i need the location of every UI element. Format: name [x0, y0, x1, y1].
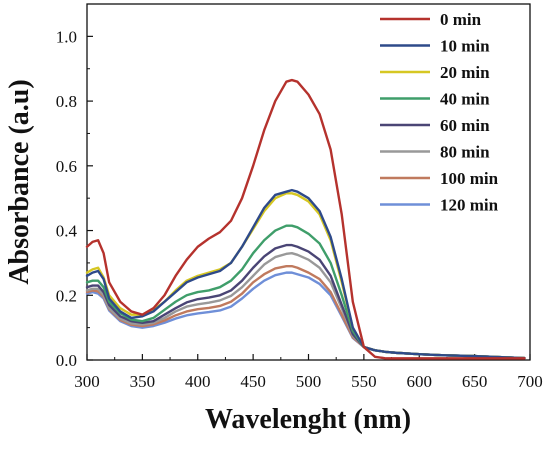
- series-line-10-min: [85, 188, 526, 360]
- x-tick-label: 500: [296, 372, 322, 391]
- x-tick-label: 350: [130, 372, 156, 391]
- legend-label: 40 min: [440, 90, 490, 109]
- legend-label: 60 min: [440, 116, 490, 135]
- series-line-60-min: [85, 243, 526, 360]
- x-axis-title: Wavelenght (nm): [205, 404, 411, 435]
- x-tick-label: 550: [351, 372, 377, 391]
- x-tick-label: 400: [185, 372, 211, 391]
- y-tick-label: 0.2: [56, 286, 77, 305]
- y-tick-label: 0.8: [56, 92, 77, 111]
- x-tick-label: 700: [517, 372, 543, 391]
- series-line-120-min: [85, 271, 526, 360]
- legend-label: 20 min: [440, 63, 490, 82]
- x-tick-label: 450: [240, 372, 266, 391]
- legend-label: 0 min: [440, 10, 482, 29]
- y-tick-label: 0.4: [56, 222, 78, 241]
- series-line-0-min: [85, 78, 526, 360]
- series-lines: [85, 78, 526, 360]
- series-line-80-min: [85, 252, 526, 360]
- x-tick-label: 600: [407, 372, 433, 391]
- x-tick-label: 650: [462, 372, 488, 391]
- y-axis-title: Absorbance (a.u): [4, 79, 35, 284]
- axis-ticks: 300 350 400 450 500 550 600 650 700 0.0 0.2 0.4 0.6 0…: [56, 3, 543, 391]
- legend-label: 100 min: [440, 169, 499, 188]
- legend-label: 80 min: [440, 143, 490, 162]
- series-line-40-min: [85, 224, 526, 360]
- legend-label: 10 min: [440, 37, 490, 56]
- legend: 0 min 10 min 20 min 40 min 60 min 80 min 100 m…: [380, 10, 499, 215]
- y-tick-label: 0.0: [56, 351, 77, 370]
- x-tick-label: 300: [74, 372, 100, 391]
- y-tick-label: 0.6: [56, 157, 77, 176]
- legend-label: 120 min: [440, 196, 499, 215]
- y-tick-label: 1.0: [56, 27, 77, 46]
